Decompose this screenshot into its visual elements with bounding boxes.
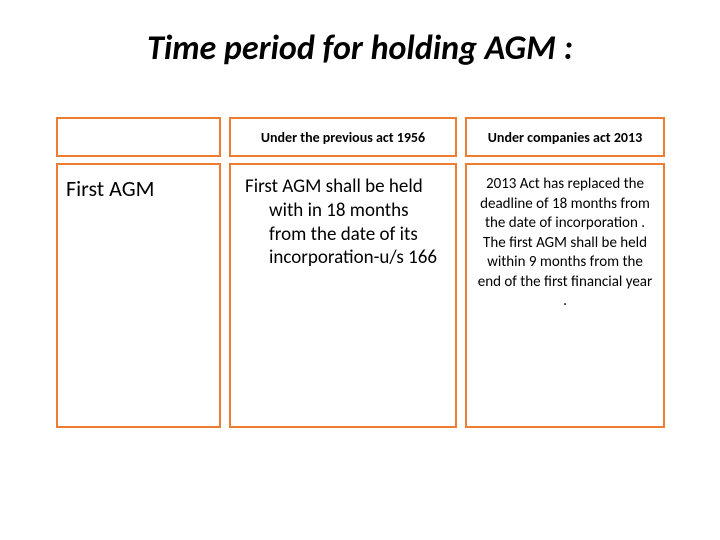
slide-title: Time period for holding AGM : [48, 28, 672, 69]
cell-curr-act: 2013 Act has replaced the deadline of 18… [465, 163, 665, 428]
header-prev-act: Under the previous act 1956 [229, 117, 457, 157]
cell-prev-act: First AGM shall be held with in 18 month… [229, 163, 457, 428]
header-empty [56, 117, 221, 157]
cell-prev-text: First AGM shall be held with in 18 month… [245, 175, 445, 270]
comparison-table: Under the previous act 1956 Under compan… [56, 117, 672, 428]
header-curr-act: Under companies act 2013 [465, 117, 665, 157]
row-label: First AGM [56, 163, 221, 428]
